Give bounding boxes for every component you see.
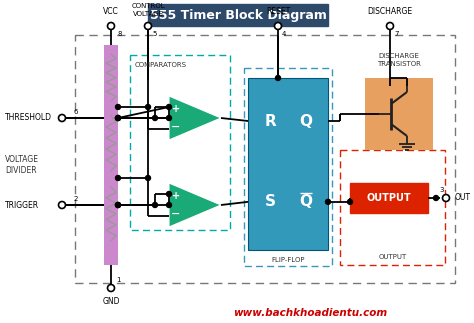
Text: TRIGGER: TRIGGER (5, 201, 39, 210)
Circle shape (116, 203, 120, 207)
Text: 6: 6 (74, 109, 78, 115)
Circle shape (116, 203, 120, 207)
Text: 4: 4 (282, 31, 286, 37)
Circle shape (116, 105, 120, 109)
Text: 1: 1 (116, 277, 120, 283)
Circle shape (166, 203, 172, 207)
Circle shape (116, 175, 120, 181)
Circle shape (274, 23, 282, 29)
Circle shape (146, 175, 151, 181)
Text: COMPARATORS: COMPARATORS (135, 62, 187, 68)
Text: OUT: OUT (455, 193, 471, 203)
Text: www.bachkhoadientu.com: www.bachkhoadientu.com (233, 308, 387, 318)
Text: OUTPUT: OUTPUT (378, 254, 407, 260)
Polygon shape (169, 183, 221, 227)
Text: VOLTAGE
DIVIDER: VOLTAGE DIVIDER (5, 155, 39, 175)
Circle shape (58, 202, 65, 209)
Circle shape (166, 192, 172, 196)
Circle shape (116, 116, 120, 120)
Bar (350, 183, 428, 213)
Bar (104, 45, 118, 265)
Text: R: R (264, 113, 276, 129)
Text: THRESHOLD: THRESHOLD (5, 113, 52, 122)
Circle shape (116, 116, 120, 120)
Text: 3: 3 (440, 187, 444, 193)
Text: DISCHARGE
TRANSISTOR: DISCHARGE TRANSISTOR (377, 54, 421, 67)
Text: Q: Q (299, 113, 312, 129)
Text: 7: 7 (394, 31, 399, 37)
Circle shape (116, 203, 120, 207)
Bar (365, 78, 433, 150)
Polygon shape (169, 96, 221, 140)
Text: FLIP-FLOP: FLIP-FLOP (271, 257, 305, 263)
Text: CONTROL
VOLTAGE: CONTROL VOLTAGE (131, 4, 165, 16)
Bar (130, 55, 230, 230)
Text: 5: 5 (152, 31, 156, 37)
Circle shape (145, 23, 152, 29)
Circle shape (434, 195, 438, 201)
Text: 8: 8 (118, 31, 122, 37)
Text: +: + (172, 104, 180, 114)
Circle shape (275, 76, 281, 80)
Circle shape (108, 285, 115, 291)
Bar (340, 150, 445, 265)
Circle shape (443, 194, 449, 202)
Bar (148, 4, 328, 26)
Text: 2: 2 (74, 196, 78, 202)
Text: Q: Q (299, 194, 312, 209)
Circle shape (166, 105, 172, 109)
Circle shape (166, 116, 172, 120)
Circle shape (386, 23, 393, 29)
Bar (248, 78, 328, 250)
Circle shape (58, 114, 65, 121)
Text: VCC: VCC (103, 7, 119, 16)
Bar (75, 35, 455, 283)
Circle shape (153, 116, 157, 120)
Text: GND: GND (102, 297, 120, 307)
Circle shape (116, 116, 120, 120)
Circle shape (326, 199, 330, 204)
Text: OUTPUT: OUTPUT (367, 193, 411, 203)
Text: RESET: RESET (266, 7, 290, 16)
Text: 555 Timer Block Diagram: 555 Timer Block Diagram (150, 9, 327, 23)
Text: +: + (172, 191, 180, 201)
Text: DISCHARGE: DISCHARGE (367, 7, 412, 16)
Circle shape (146, 105, 151, 109)
Circle shape (108, 23, 115, 29)
Bar (244, 68, 332, 266)
Text: −: − (171, 209, 181, 219)
Text: −: − (171, 122, 181, 132)
Text: S: S (265, 194, 276, 209)
Circle shape (153, 203, 157, 207)
Circle shape (347, 199, 353, 204)
